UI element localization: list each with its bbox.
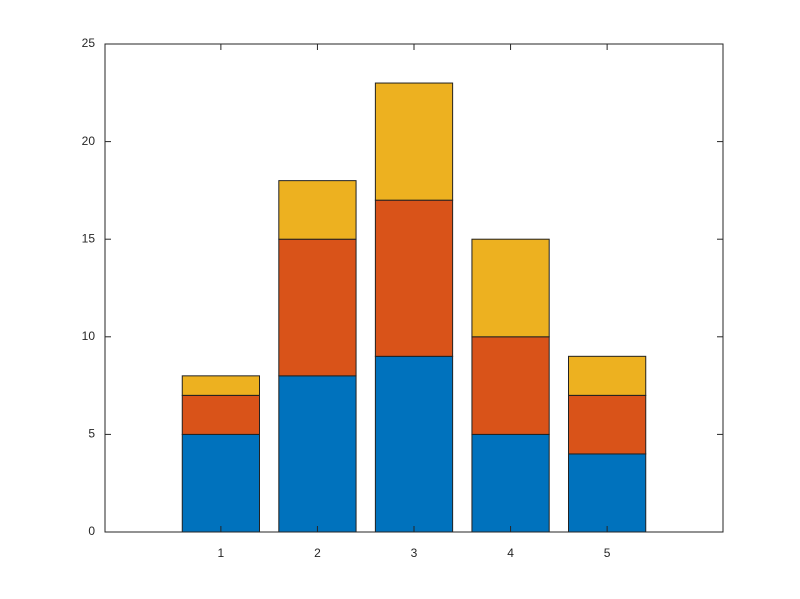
bar-segment (471, 433, 550, 533)
bar-segment (568, 355, 647, 396)
x-tick-label: 5 (604, 546, 611, 560)
bar-segment (374, 355, 454, 533)
x-tick-label: 2 (314, 546, 321, 560)
y-tick-label: 0 (88, 524, 95, 538)
bar-segment (181, 394, 260, 435)
x-tick-label: 1 (218, 546, 225, 560)
bar-segment (568, 453, 647, 533)
bar-segment (471, 336, 550, 435)
y-tick-label: 25 (82, 36, 96, 50)
y-tick-label: 20 (82, 134, 96, 148)
bar-segment (374, 199, 454, 357)
y-tick-label: 5 (88, 427, 95, 441)
y-tick-label: 10 (82, 329, 96, 343)
bar-segment (568, 394, 647, 455)
bar-segment (181, 433, 260, 533)
bar-segment (374, 82, 454, 201)
axes-box (104, 43, 724, 533)
x-tick-label: 4 (507, 546, 514, 560)
bar-segment (278, 238, 357, 377)
bar-segment (278, 180, 357, 240)
y-tick-label: 15 (82, 231, 96, 245)
x-tick-label: 3 (411, 546, 418, 560)
bar-segment (471, 238, 550, 338)
bar-segment (181, 375, 260, 396)
bar-segment (278, 375, 357, 533)
